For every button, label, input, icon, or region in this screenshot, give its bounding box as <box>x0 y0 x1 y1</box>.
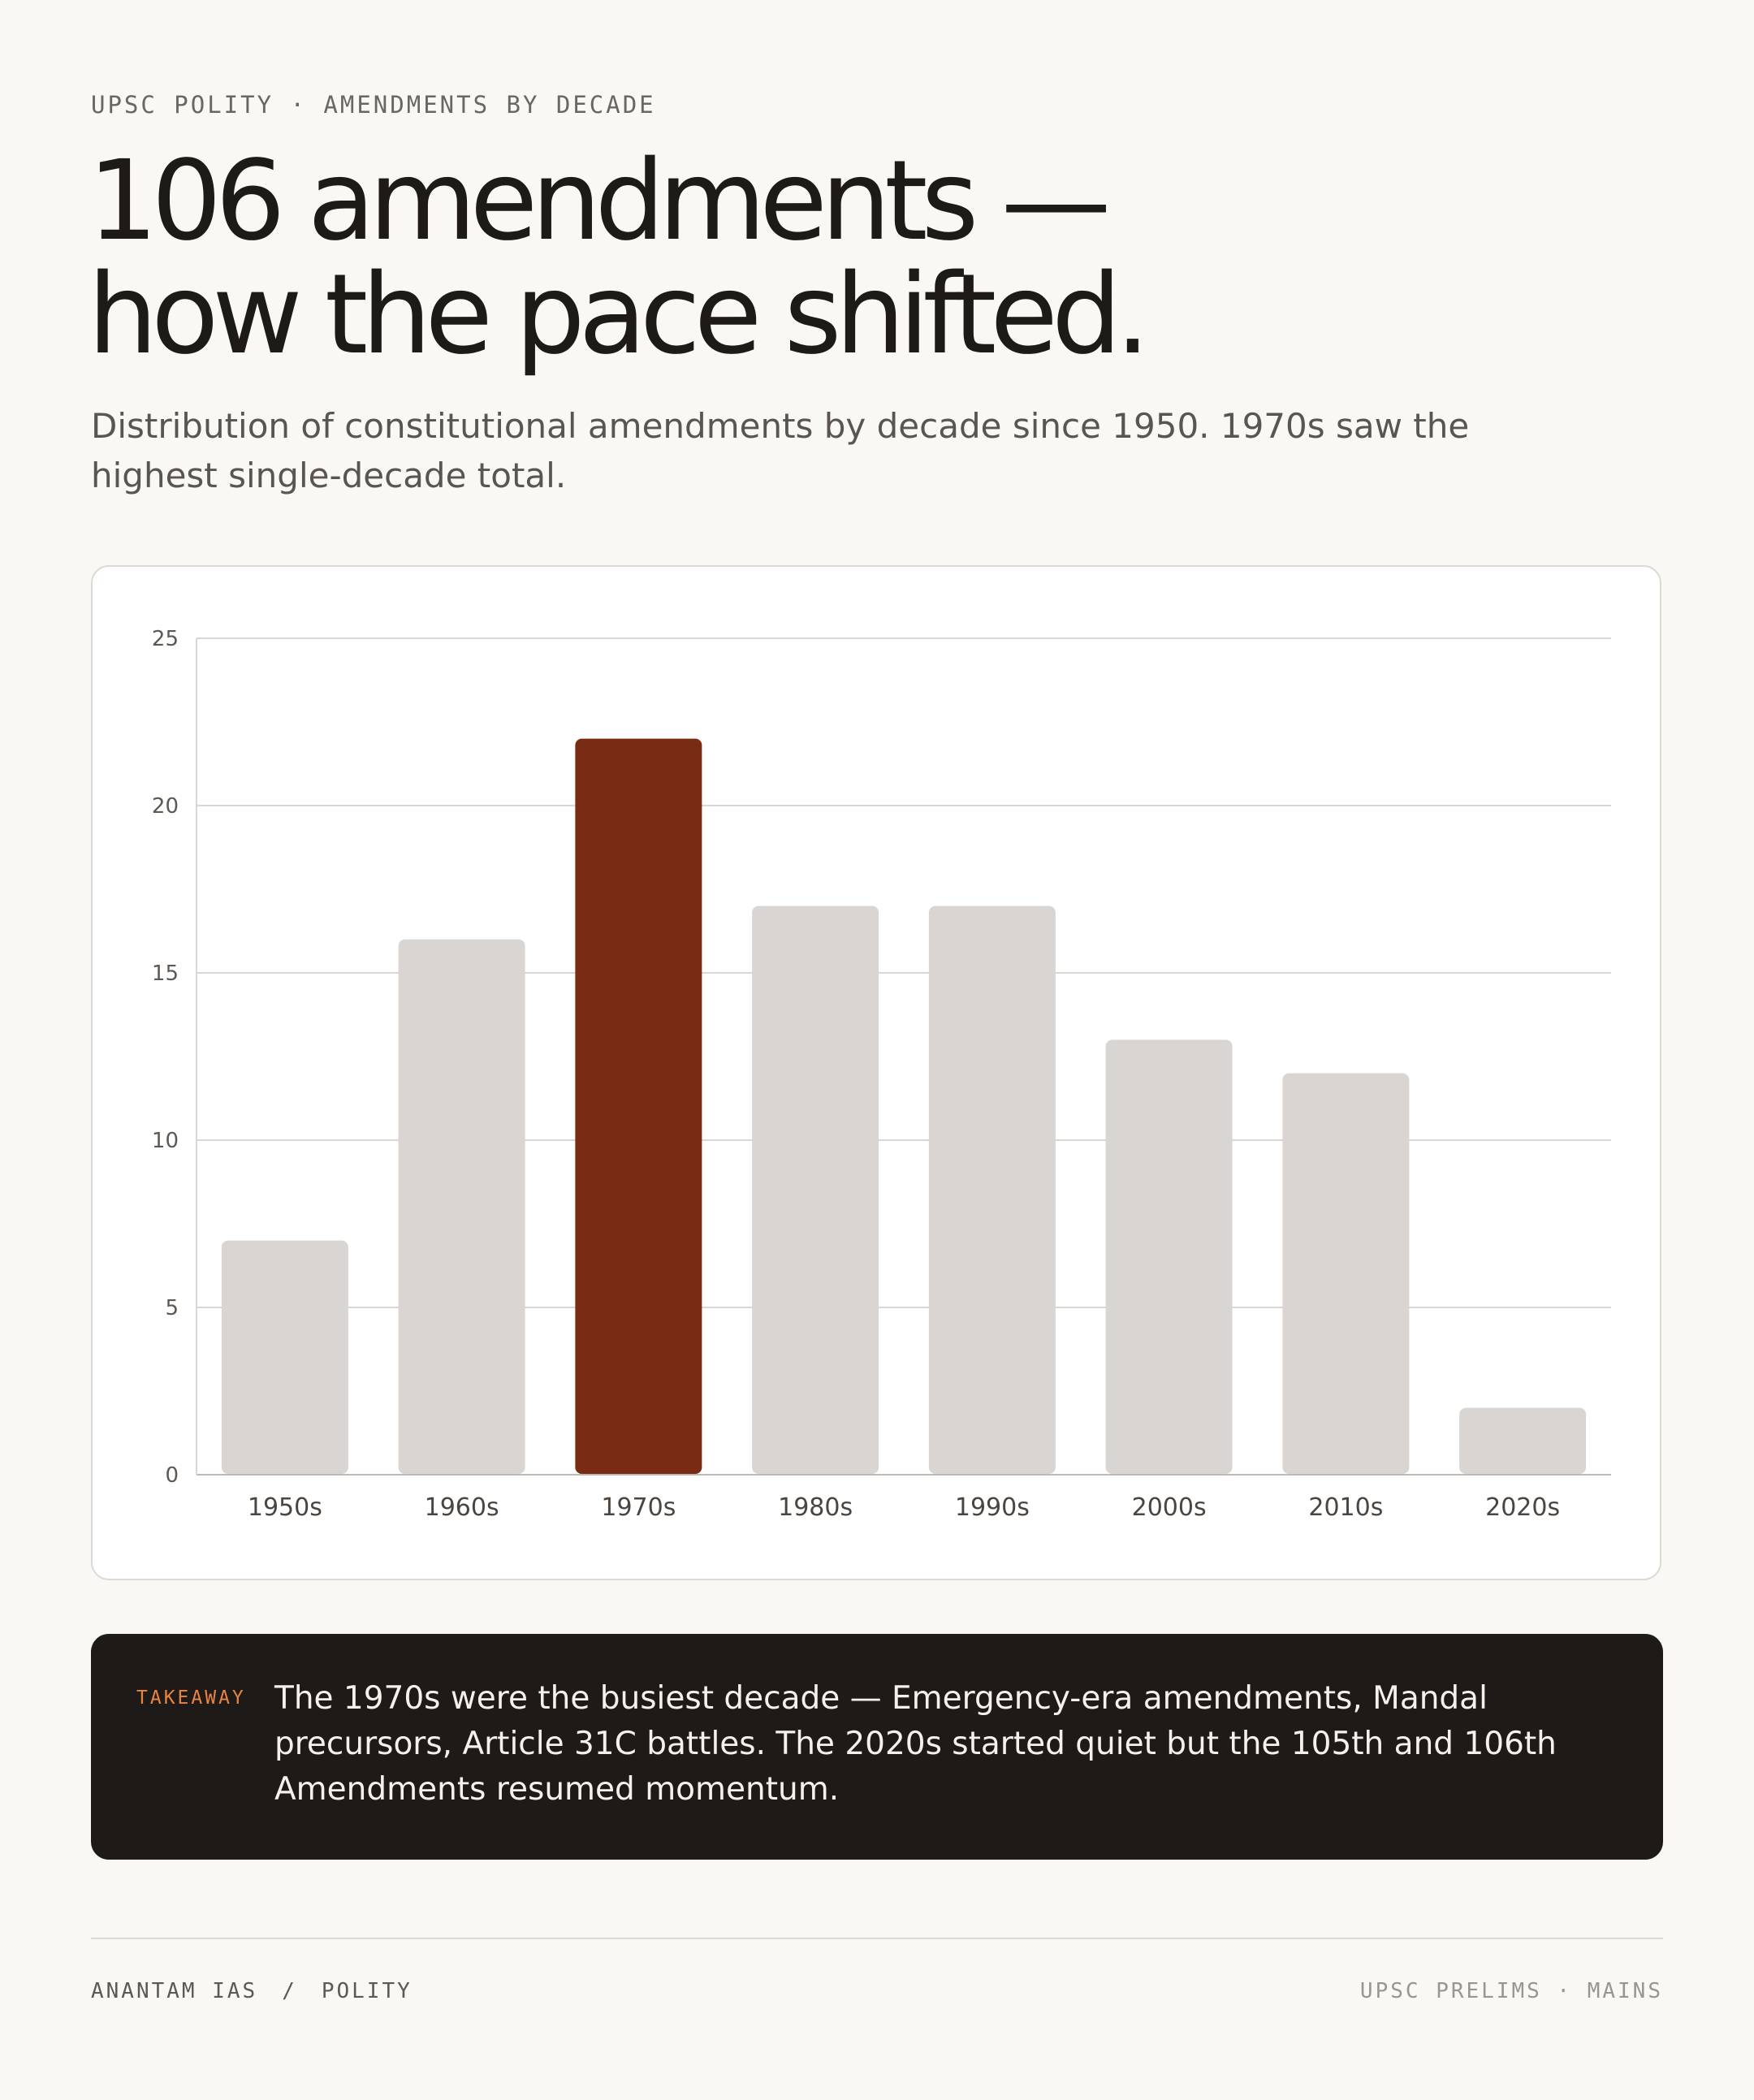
y-tick-label: 10 <box>152 1129 179 1153</box>
footer-divider <box>91 1938 1663 1939</box>
bar-2010s <box>1282 1073 1410 1474</box>
bar-2000s <box>1105 1039 1233 1474</box>
bar-1960s <box>398 939 525 1474</box>
x-tick-label: 1990s <box>955 1493 1030 1522</box>
title-line-2: how the pace shifted. <box>88 251 1151 379</box>
y-tick-label: 20 <box>152 794 179 819</box>
footer-right: UPSC PRELIMS · MAINS <box>1359 1979 1663 2003</box>
page-subtitle: Distribution of constitutional amendment… <box>91 406 1470 495</box>
takeaway-label: TAKEAWAY <box>136 1687 246 1709</box>
footer-left: ANANTAM IAS / POLITY <box>91 1979 413 2003</box>
x-tick-label: 1980s <box>778 1493 853 1522</box>
bar-chart: 0 5 10 15 20 25 1950s 1960s 1970s 1980s 1990s 2000s… <box>152 627 1611 1522</box>
x-tick-label: 2000s <box>1132 1493 1207 1522</box>
bar-2020s <box>1459 1407 1587 1474</box>
title-line-1: 106 amendments — <box>88 137 1112 266</box>
y-tick-label: 15 <box>152 961 179 986</box>
bar-1980s <box>752 905 879 1474</box>
bar-1970s <box>575 738 702 1474</box>
footer-section: POLITY <box>321 1979 413 2003</box>
y-tick-label: 0 <box>165 1463 179 1488</box>
eyebrow-label: UPSC POLITY · AMENDMENTS BY DECADE <box>91 91 656 119</box>
takeaway-text: The 1970s were the busiest decade — Emer… <box>274 1680 1557 1808</box>
x-tick-label: 2020s <box>1485 1493 1560 1522</box>
x-tick-label: 1960s <box>425 1493 499 1522</box>
page-title: 106 amendments — how the pace shifted. <box>88 137 1151 379</box>
y-tick-label: 5 <box>165 1296 179 1320</box>
takeaway-panel: TAKEAWAY The 1970s were the busiest deca… <box>91 1634 1663 1860</box>
footer-brand: ANANTAM IAS <box>91 1979 258 2003</box>
bar-1990s <box>928 905 1056 1474</box>
x-tick-label: 1970s <box>601 1493 676 1522</box>
x-tick-label: 2010s <box>1308 1493 1383 1522</box>
footer-separator: / <box>282 1979 297 2003</box>
chart-card: 0 5 10 15 20 25 1950s 1960s 1970s 1980s 1990s 2000s… <box>91 565 1661 1580</box>
bar-1950s <box>221 1240 348 1474</box>
y-tick-label: 25 <box>152 627 179 651</box>
x-tick-label: 1950s <box>248 1493 322 1522</box>
